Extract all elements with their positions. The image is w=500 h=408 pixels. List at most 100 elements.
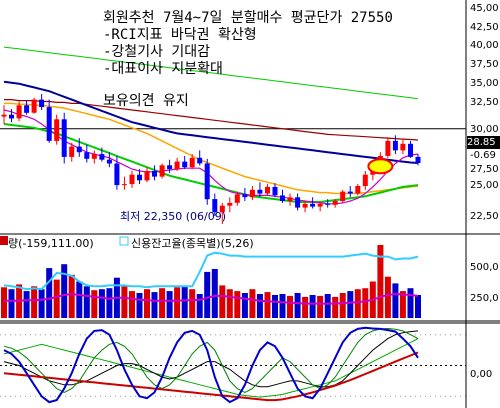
price-axis-tick: 40,00: [470, 40, 499, 51]
volume-bar: [392, 283, 399, 318]
candle-body: [114, 163, 120, 186]
rci-fast-line: [3, 326, 419, 404]
indicator-panel[interactable]: [0, 326, 466, 404]
candle-body: [227, 202, 233, 206]
candle-body: [69, 146, 75, 157]
volume-bar: [332, 296, 339, 318]
price-axis-tick: 25,00: [470, 180, 499, 191]
memo-line-4: -대표이사 지분확대: [103, 61, 223, 77]
candle-body: [408, 143, 413, 157]
current-price-label: 28.85: [467, 136, 500, 149]
candle-body: [272, 186, 278, 196]
volume-axis-tick: 250,0: [470, 293, 499, 304]
candle-body: [24, 105, 30, 113]
volume-bar: [339, 293, 346, 318]
volume-bar: [68, 274, 75, 318]
credit-ratio-line: [3, 251, 419, 291]
rci-mid-line: [3, 327, 419, 393]
candle-body: [76, 146, 82, 153]
candle-body: [137, 174, 142, 181]
volume-bar: [151, 292, 158, 318]
volume-bar: [241, 293, 248, 318]
candle-body: [84, 152, 90, 159]
volume-bar: [272, 295, 278, 318]
candle-body: [91, 154, 97, 159]
volume-bar: [91, 290, 98, 318]
volume-bar: [249, 289, 256, 318]
candle-body: [144, 171, 150, 181]
volume-bar: [226, 289, 233, 318]
candle-body: [9, 114, 14, 119]
volume-bar: [38, 289, 45, 318]
ma-line-green: [3, 123, 419, 203]
volume-bar: [279, 294, 286, 318]
memo-line-3: -강철기사 기대감: [103, 44, 211, 60]
volume-bar: [399, 291, 406, 318]
candle-body: [204, 163, 210, 200]
volume-bar: [294, 293, 301, 318]
volume-bar: [46, 268, 53, 318]
volume-bar: [23, 291, 30, 318]
volume-bar: [362, 288, 369, 318]
volume-bar: [121, 286, 128, 318]
candle-body: [310, 203, 316, 207]
volume-bar: [324, 294, 331, 318]
price-axis-tick: 22,50: [470, 211, 499, 222]
volume-bar: [256, 294, 263, 318]
price-axis-tick: 32,50: [470, 97, 499, 108]
volume-bar: [166, 291, 173, 318]
ma-line-blue: [3, 80, 419, 164]
volume-panel[interactable]: [1, 245, 421, 318]
rci-long-line: [3, 351, 419, 402]
volume-bar: [53, 279, 60, 318]
candle-body: [257, 189, 263, 194]
candle-body: [121, 184, 127, 186]
volume-bar: [144, 289, 150, 318]
candle-body: [347, 191, 353, 194]
candle-body: [385, 140, 391, 156]
candle-body: [46, 107, 52, 141]
price-axis-tick: 30,00: [470, 124, 499, 135]
volume-bar: [136, 293, 143, 318]
candle-body: [332, 201, 338, 205]
candle-body: [16, 105, 22, 119]
volume-bar: [377, 245, 384, 318]
candle-body: [174, 161, 180, 170]
volume-bar: [1, 287, 7, 318]
candle-body: [362, 174, 368, 186]
volume-bar: [159, 288, 166, 318]
candle-body: [287, 197, 293, 202]
volume-bar: [317, 295, 324, 318]
volume-bar: [106, 288, 113, 318]
candle-body: [234, 194, 240, 203]
candle-body: [167, 165, 173, 170]
candle-body: [302, 203, 308, 208]
candle-body: [317, 203, 323, 207]
volume-bar: [347, 291, 354, 318]
price-axis-tick: 27,50: [470, 164, 499, 175]
volume-bar: [354, 289, 361, 318]
volume-bar: [174, 287, 181, 318]
candle-body: [39, 99, 45, 108]
candle-body: [355, 186, 361, 194]
volume-bar: [219, 285, 226, 318]
candle-body: [325, 203, 331, 205]
volume-bar: [98, 289, 105, 318]
volume-bar: [61, 264, 68, 318]
volume-bar: [129, 291, 135, 318]
volume-legend-text: 량(-159,111.00): [8, 237, 94, 250]
price-axis-tick: 37,50: [470, 59, 499, 70]
candle-body: [159, 165, 165, 177]
candle-body: [54, 119, 60, 141]
candle-body: [1, 114, 7, 117]
candle-body: [129, 174, 135, 185]
credit-ratio-legend-text: 신용잔고율(종목별)(5,26): [131, 237, 254, 250]
candle-body: [182, 161, 188, 168]
memo-line-5: 보유의견 유지: [103, 93, 189, 109]
price-panel[interactable]: [0, 46, 466, 225]
candle-body: [61, 119, 67, 157]
candle-body: [197, 157, 203, 164]
volume-bar: [264, 292, 271, 318]
